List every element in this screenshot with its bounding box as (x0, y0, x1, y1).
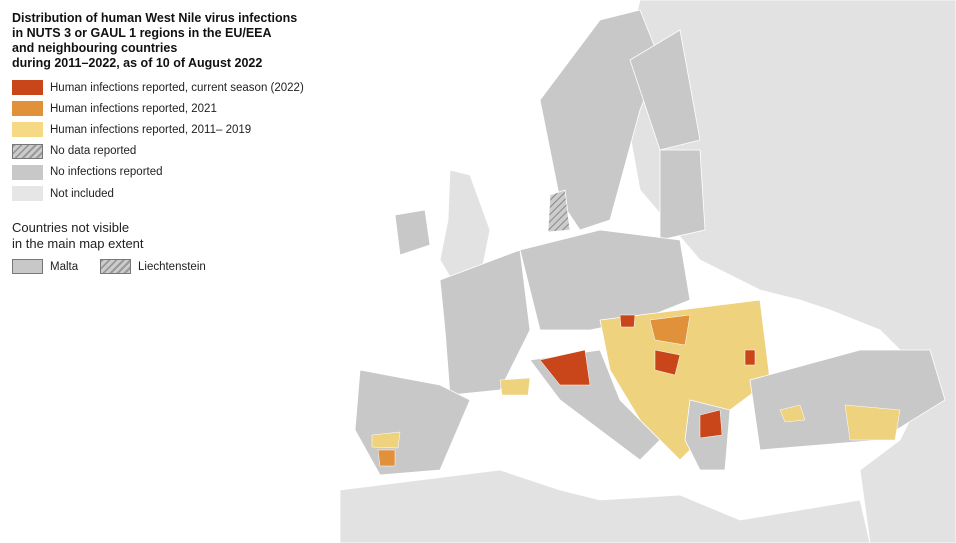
legend-swatch (12, 143, 43, 159)
iberia (354, 369, 471, 476)
title-line: Distribution of human West Nile virus in… (12, 11, 298, 25)
note-line: in the main map extent (12, 236, 144, 251)
legend-swatch (12, 80, 43, 95)
central-europe (519, 229, 691, 331)
legend-label: Human infections reported, 2021 (50, 102, 217, 115)
inset-note: Countries not visible in the main map ext… (12, 220, 144, 252)
title-line: and neighbouring countries (12, 41, 178, 55)
inset-malta: Malta (12, 259, 78, 274)
legend-swatch (12, 101, 43, 117)
reported-regions (371, 314, 901, 467)
region-2022 (699, 409, 723, 439)
region-2021 (649, 314, 691, 346)
legend-label: Human infections reported, current seaso… (50, 81, 304, 94)
legend-item: No data reported (12, 143, 137, 159)
region-2011-2019 (844, 404, 901, 441)
region-2011-2019 (779, 404, 806, 423)
title-line: in NUTS 3 or GAUL 1 regions in the EU/EE… (12, 26, 272, 40)
swatch (12, 259, 43, 274)
legend-item: No infections reported (12, 164, 163, 180)
legend-swatch (12, 164, 43, 180)
swatch (100, 259, 131, 274)
inset-liechtenstein: Liechtenstein (100, 259, 206, 274)
note-line: Countries not visible (12, 220, 130, 235)
title-line: during 2011–2022, as of 10 of August 202… (12, 56, 263, 70)
legend-label: Not included (50, 187, 114, 200)
region-2022 (744, 349, 756, 366)
land (339, 0, 956, 543)
title: Distribution of human West Nile virus in… (12, 11, 297, 71)
legend-item: Human infections reported, 2021 (12, 101, 217, 117)
country-label: Liechtenstein (138, 260, 206, 273)
region-2021 (377, 449, 396, 467)
legend-label: Human infections reported, 2011– 2019 (50, 123, 252, 136)
region-2011-2019 (499, 377, 531, 396)
region-2022 (619, 314, 636, 328)
legend-swatch (12, 122, 43, 138)
finland (629, 29, 701, 151)
legend-label: No data reported (50, 145, 137, 158)
region-2022 (654, 349, 681, 376)
north-africa (339, 469, 871, 543)
ireland (394, 209, 431, 256)
legend-swatch (12, 186, 43, 201)
legend-item: Human infections reported, 2011– 2019 (12, 122, 252, 138)
region-2011-2019 (371, 431, 401, 449)
legend-item: Not included (12, 186, 114, 201)
legend-label: No infections reported (50, 166, 163, 179)
legend-item: Human infections reported, current seaso… (12, 80, 304, 95)
region-2022 (539, 349, 591, 386)
baltics (659, 149, 706, 241)
denmark (547, 189, 571, 233)
country-label: Malta (50, 260, 79, 273)
